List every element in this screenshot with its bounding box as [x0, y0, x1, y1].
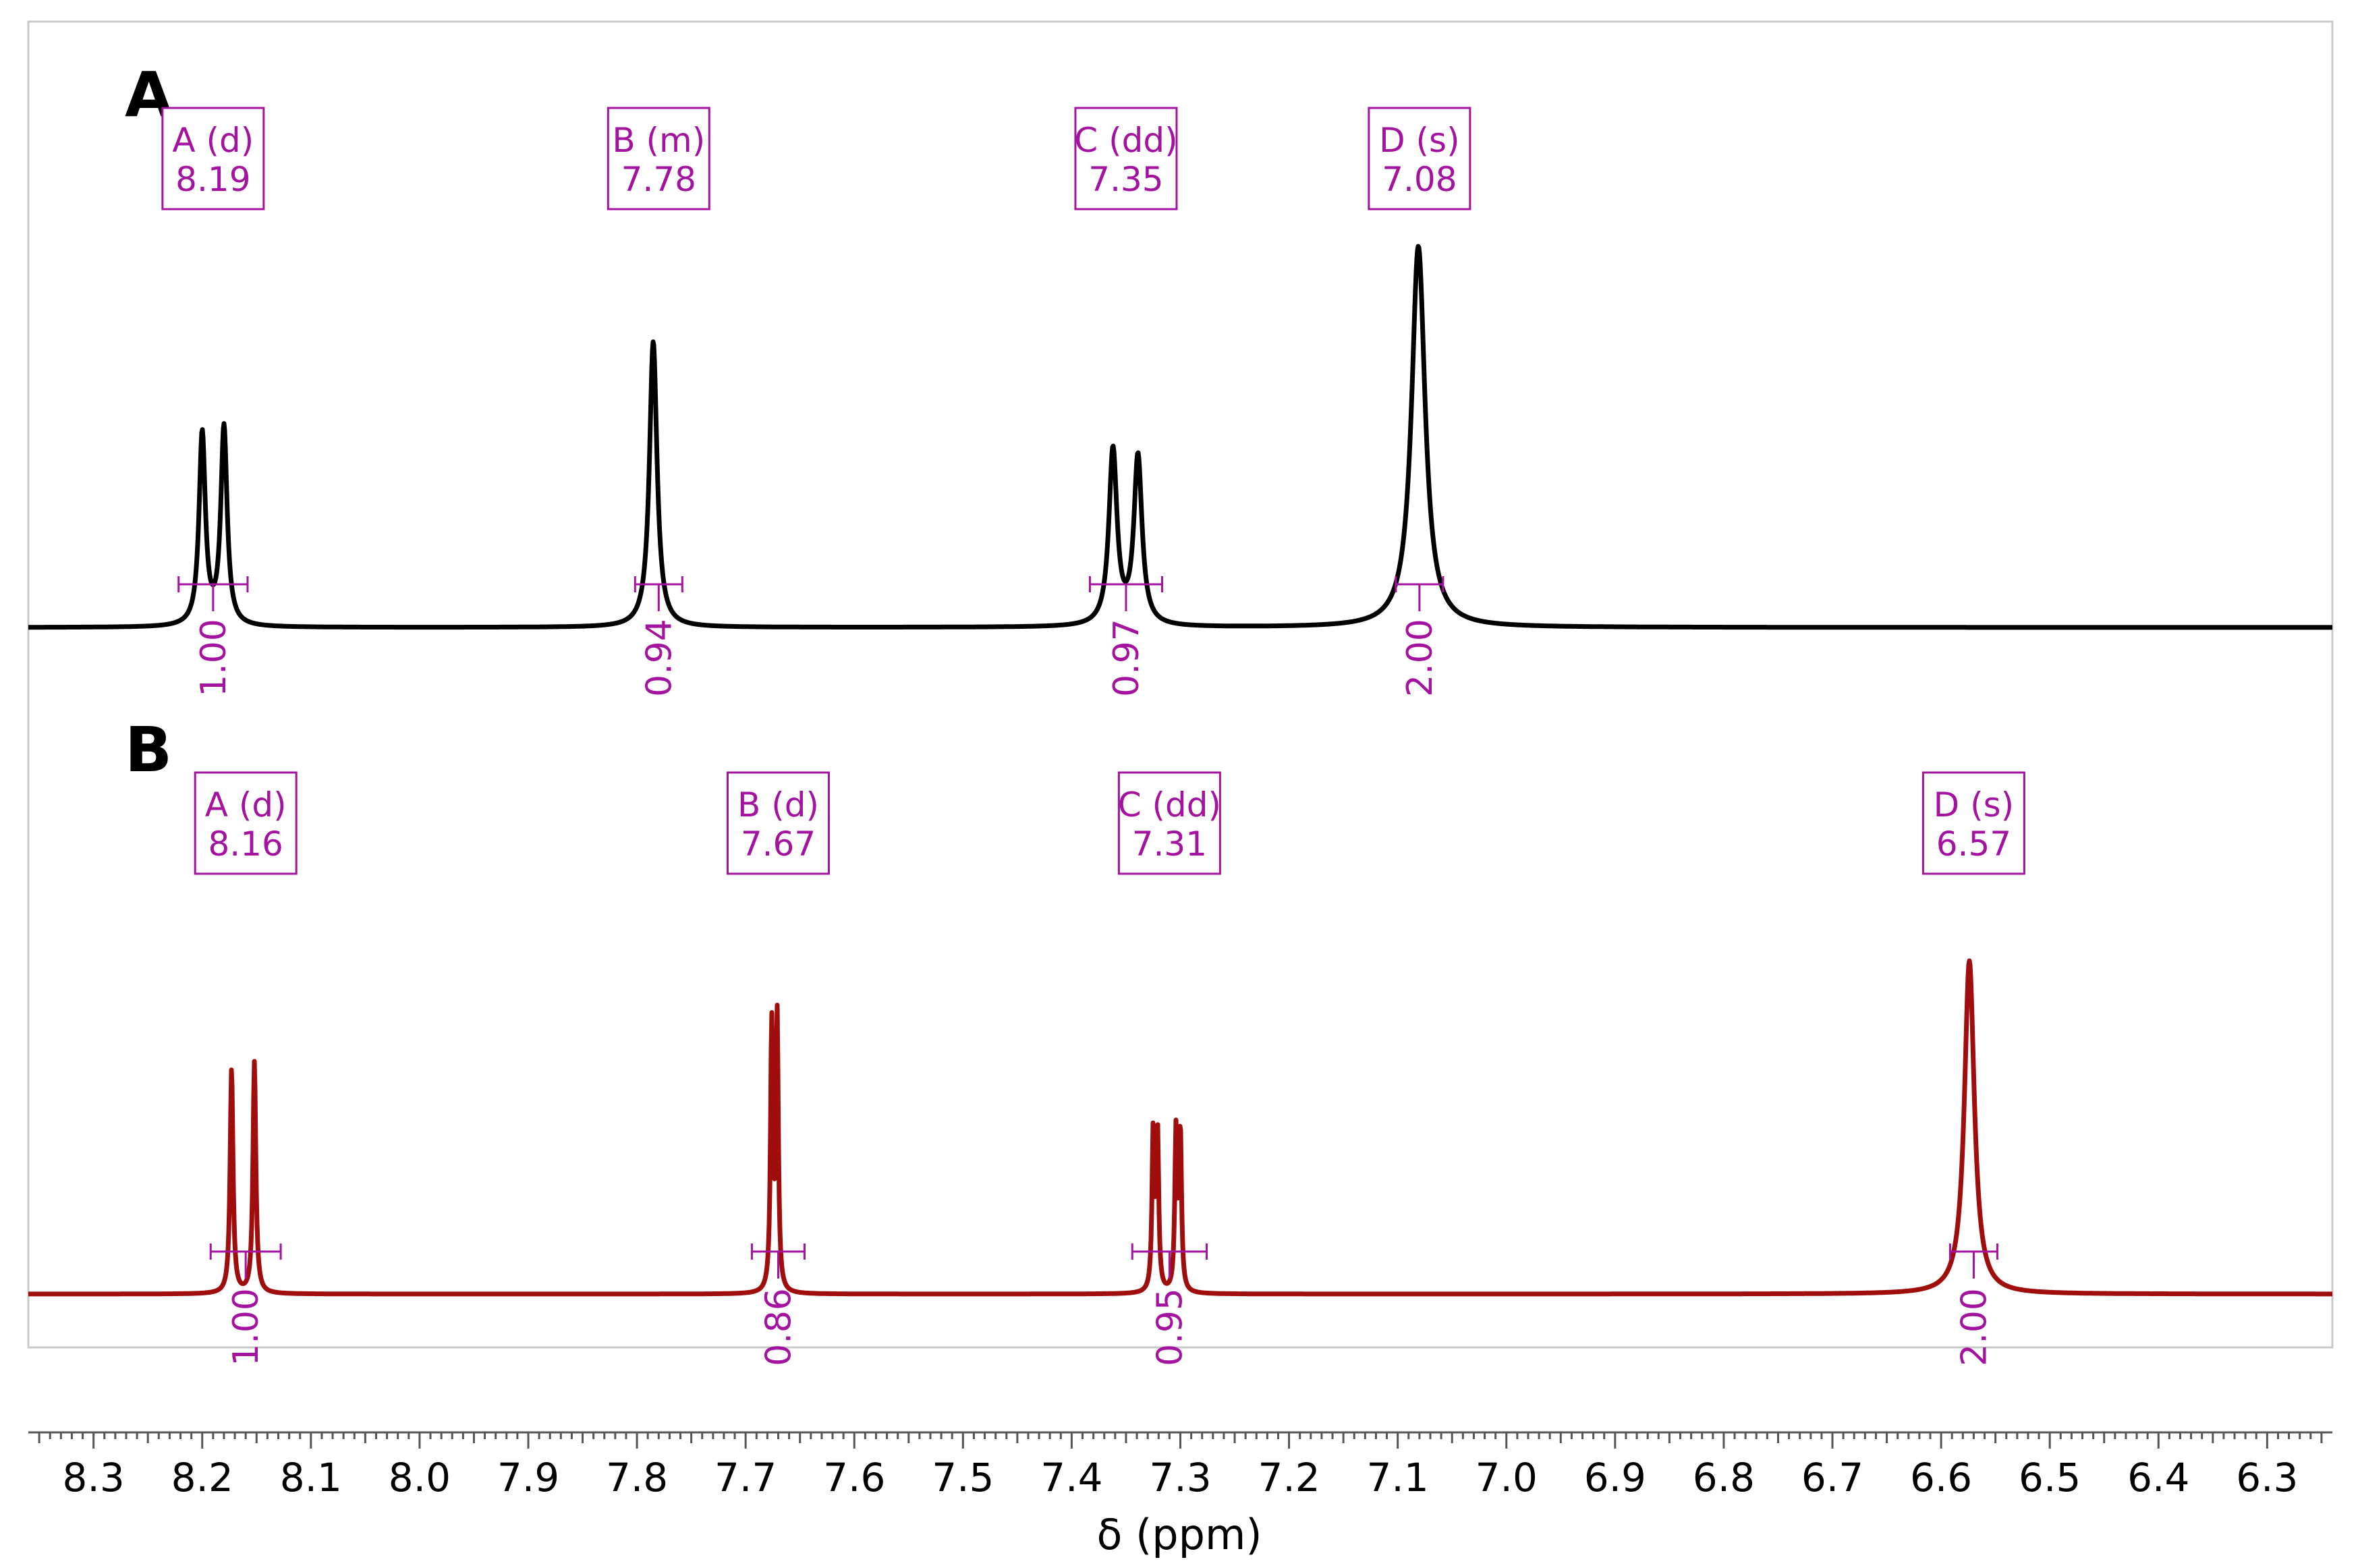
x-tick-label: 7.6: [823, 1455, 885, 1501]
integral-value: 2.00: [1400, 619, 1440, 697]
peak-label-multiplicity: B (d): [737, 785, 819, 824]
integral-value: 0.86: [758, 1288, 799, 1366]
x-tick-label: 7.4: [1040, 1455, 1102, 1501]
spectrum-panel-b: B A (d)8.16 1.00 B (d)7.67 0.86 C (dd)7.31 0.9…: [26, 714, 2334, 1366]
peak-annotation: A (d)8.19 1.00: [161, 107, 265, 697]
x-tick-label: 8.2: [171, 1455, 233, 1501]
x-tick-label: 6.5: [2019, 1455, 2081, 1501]
integral-marker: 0.94: [634, 576, 683, 697]
spectrum-panel-a: AA (d)8.191.00B (m)7.780.94C (dd)7.350.9…: [26, 59, 2334, 697]
integral-marker: 0.95: [1131, 1243, 1208, 1366]
peak-label-shift: 6.57: [1936, 824, 2011, 864]
x-tick-label: 7.0: [1476, 1455, 1538, 1501]
peak-annotation: C (dd)7.31 0.95: [1117, 771, 1221, 1366]
peak-annotation: C (dd)7.35 0.97: [1074, 107, 1178, 697]
x-tick-label: 6.8: [1693, 1455, 1755, 1501]
x-tick-label: 7.1: [1367, 1455, 1429, 1501]
spectra: AA (d)8.191.00B (m)7.780.94C (dd)7.350.9…: [26, 59, 2334, 1366]
peak-label-box: [1117, 771, 1221, 875]
integral-marker: 2.00: [1948, 1243, 1998, 1366]
x-tick-label: 6.6: [1910, 1455, 1972, 1501]
x-tick-label: 7.8: [606, 1455, 668, 1501]
integral-marker: 2.00: [1395, 576, 1444, 697]
integral-value: 0.95: [1150, 1288, 1190, 1366]
peak-label-box: [161, 107, 265, 211]
x-tick-label: 6.4: [2127, 1455, 2189, 1501]
integral-value: 1.00: [226, 1288, 266, 1366]
peak-label-box: [1921, 771, 2025, 875]
x-tick-label: 7.2: [1258, 1455, 1320, 1501]
peak-label-box: [607, 107, 710, 211]
integral-marker: 1.00: [177, 576, 249, 697]
peak-annotation: B (d)7.67 0.86: [726, 771, 830, 1366]
x-axis-title: δ (ppm): [1096, 1510, 1262, 1559]
x-tick-label: 6.7: [1801, 1455, 1863, 1501]
peak-label-multiplicity: D (s): [1379, 121, 1459, 160]
plot-frame: [27, 20, 2334, 1349]
peak-annotation: B (m)7.78 0.94: [607, 107, 710, 697]
peak-label-shift: 7.67: [741, 824, 816, 864]
peak-label-shift: 7.08: [1382, 160, 1457, 199]
peak-label-multiplicity: A (d): [205, 785, 287, 824]
integral-value: 0.97: [1106, 619, 1147, 697]
peak-label-shift: 7.31: [1132, 824, 1207, 864]
peak-annotation: D (s)7.08 2.00: [1368, 107, 1471, 697]
peak-label-box: [1074, 107, 1178, 211]
peak-label-shift: 7.78: [621, 160, 696, 199]
peak-label-multiplicity: A (d): [172, 121, 254, 160]
peak-label-box: [726, 771, 830, 875]
panel-letter: B: [125, 714, 172, 786]
spectrum-trace: [26, 244, 2334, 630]
spectrum-trace: [26, 958, 2334, 1297]
x-tick-label: 7.3: [1149, 1455, 1211, 1501]
x-tick-label: 8.0: [389, 1455, 451, 1501]
peak-annotation: D (s)6.57 2.00: [1921, 771, 2025, 1366]
x-tick-label: 8.3: [63, 1455, 125, 1501]
x-tick-label: 7.7: [714, 1455, 777, 1501]
x-tick-label: 6.9: [1584, 1455, 1646, 1501]
integral-marker: 0.86: [750, 1243, 806, 1366]
peak-label-multiplicity: D (s): [1934, 785, 2014, 824]
integral-value: 0.94: [639, 619, 679, 697]
peak-annotation: A (d)8.16 1.00: [194, 771, 298, 1366]
peak-label-multiplicity: C (dd): [1118, 785, 1221, 824]
integral-value: 2.00: [1954, 1288, 1994, 1366]
integral-marker: 0.97: [1088, 576, 1163, 697]
x-axis-ticks: 8.3 8.2 8.1 8.0 7.9 7.8 7.7 7.6 7.5 7.4 7.3 7.2 7.1 7…: [38, 1432, 2323, 1501]
x-tick-label: 7.9: [497, 1455, 559, 1501]
peak-label-shift: 8.19: [175, 160, 250, 199]
peak-label-shift: 8.16: [208, 824, 283, 864]
peak-label-multiplicity: B (m): [612, 121, 705, 160]
peak-label-shift: 7.35: [1088, 160, 1163, 199]
x-tick-label: 6.3: [2236, 1455, 2298, 1501]
x-tick-label: 7.5: [932, 1455, 994, 1501]
peak-label-box: [1368, 107, 1471, 211]
integral-value: 1.00: [194, 619, 234, 697]
x-tick-label: 8.1: [280, 1455, 342, 1501]
peak-label-box: [194, 771, 298, 875]
integral-marker: 1.00: [209, 1243, 282, 1366]
peak-label-multiplicity: C (dd): [1074, 121, 1177, 160]
